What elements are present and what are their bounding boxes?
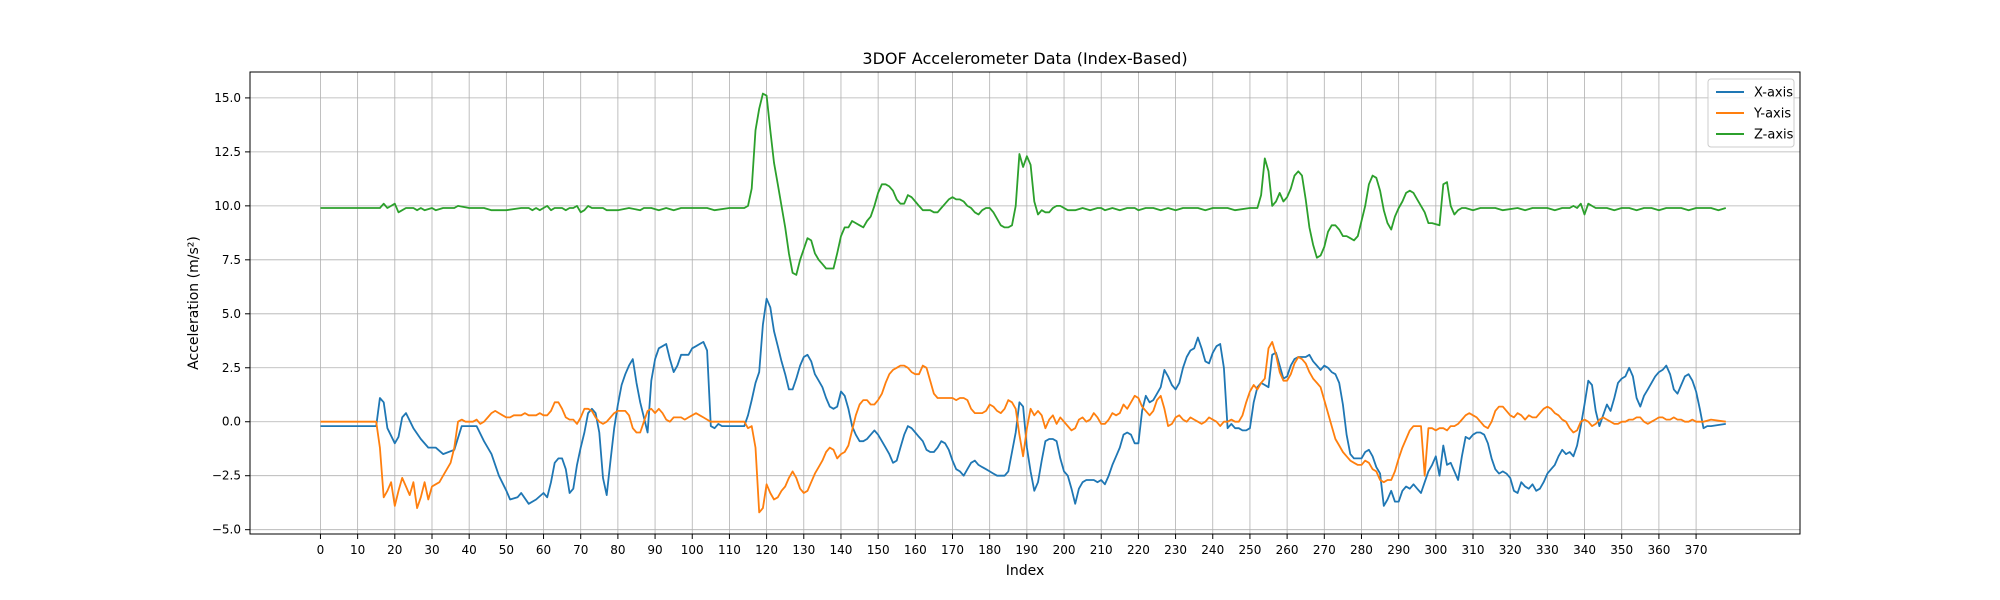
legend-label: Y-axis bbox=[1753, 107, 1791, 122]
x-tick-label: 290 bbox=[1387, 543, 1410, 557]
x-tick-label: 210 bbox=[1090, 543, 1113, 557]
x-tick-label: 200 bbox=[1053, 543, 1076, 557]
x-tick-label: 260 bbox=[1276, 543, 1299, 557]
x-tick-label: 20 bbox=[387, 543, 402, 557]
x-tick-label: 130 bbox=[792, 543, 815, 557]
y-tick-label: −5.0 bbox=[212, 523, 241, 537]
x-tick-label: 360 bbox=[1647, 543, 1670, 557]
y-tick-label: 7.5 bbox=[222, 253, 241, 267]
x-tick-label: 160 bbox=[904, 543, 927, 557]
x-tick-label: 30 bbox=[424, 543, 439, 557]
y-axis-label: Acceleration (m/s²) bbox=[186, 236, 202, 370]
y-axis-ticks: −5.0 −2.5 0.0 2.5 5.0 7.5 10.0 12.5 15.0 bbox=[212, 91, 250, 537]
legend-label: Z-axis bbox=[1754, 128, 1794, 143]
x-tick-label: 330 bbox=[1536, 543, 1559, 557]
y-tick-label: 2.5 bbox=[222, 361, 241, 375]
x-tick-label: 80 bbox=[610, 543, 625, 557]
x-tick-label: 10 bbox=[350, 543, 365, 557]
x-tick-label: 320 bbox=[1499, 543, 1522, 557]
series-lines bbox=[320, 92, 1727, 514]
y-tick-label: 0.0 bbox=[222, 415, 241, 429]
x-tick-label: 170 bbox=[941, 543, 964, 557]
y-tick-label: −2.5 bbox=[212, 469, 241, 483]
series-line-z-axis bbox=[320, 92, 1727, 276]
x-tick-label: 120 bbox=[755, 543, 778, 557]
x-tick-label: 60 bbox=[536, 543, 551, 557]
series-line-x-axis bbox=[320, 297, 1726, 507]
x-tick-label: 190 bbox=[1015, 543, 1038, 557]
x-tick-label: 350 bbox=[1610, 543, 1633, 557]
y-tick-label: 15.0 bbox=[214, 91, 241, 105]
x-tick-label: 270 bbox=[1313, 543, 1336, 557]
x-tick-label: 250 bbox=[1238, 543, 1261, 557]
series-line-y-axis bbox=[320, 341, 1726, 514]
x-tick-label: 150 bbox=[867, 543, 890, 557]
x-tick-label: 110 bbox=[718, 543, 741, 557]
y-tick-label: 5.0 bbox=[222, 307, 241, 321]
x-tick-label: 300 bbox=[1424, 543, 1447, 557]
x-tick-label: 240 bbox=[1201, 543, 1224, 557]
x-axis-ticks: 0 10 20 30 40 50 60 70 80 90 100 110 120 130 140 150 160… bbox=[317, 534, 1708, 557]
x-tick-label: 230 bbox=[1164, 543, 1187, 557]
legend-label: X-axis bbox=[1754, 86, 1793, 101]
legend: X-axis Y-axis Z-axis bbox=[1707, 78, 1795, 148]
plot-area-frame bbox=[249, 71, 1801, 535]
x-axis-label: Index bbox=[1006, 563, 1045, 579]
y-tick-label: 10.0 bbox=[214, 199, 241, 213]
x-tick-label: 340 bbox=[1573, 543, 1596, 557]
x-tick-label: 40 bbox=[462, 543, 477, 557]
chart-title: 3DOF Accelerometer Data (Index-Based) bbox=[862, 49, 1187, 68]
x-tick-label: 70 bbox=[573, 543, 588, 557]
x-tick-label: 140 bbox=[830, 543, 853, 557]
x-tick-label: 50 bbox=[499, 543, 514, 557]
x-tick-label: 280 bbox=[1350, 543, 1373, 557]
x-tick-label: 90 bbox=[647, 543, 662, 557]
x-tick-label: 310 bbox=[1462, 543, 1485, 557]
x-tick-label: 0 bbox=[317, 543, 325, 557]
x-tick-label: 100 bbox=[681, 543, 704, 557]
x-tick-label: 180 bbox=[978, 543, 1001, 557]
y-tick-label: 12.5 bbox=[214, 145, 241, 159]
x-tick-label: 370 bbox=[1685, 543, 1708, 557]
x-tick-label: 220 bbox=[1127, 543, 1150, 557]
legend-frame bbox=[1707, 78, 1795, 148]
